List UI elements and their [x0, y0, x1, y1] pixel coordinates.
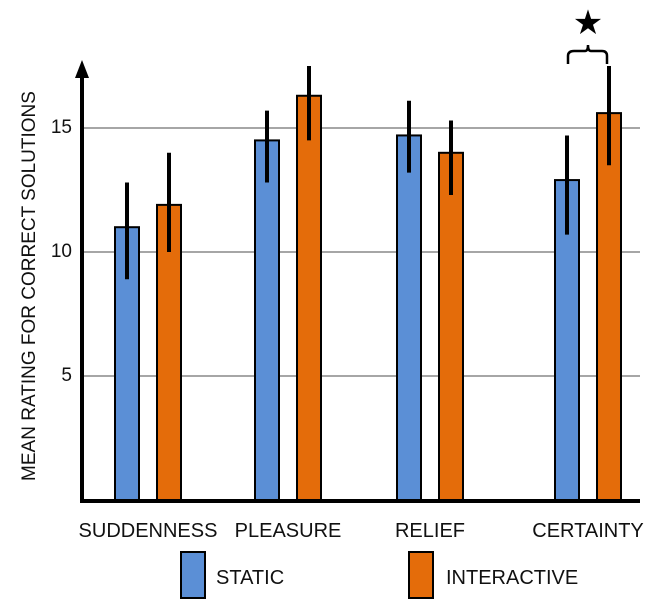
bars: [114, 94, 622, 502]
legend: STATIC INTERACTIVE: [180, 551, 578, 599]
legend-swatch-interactive: [408, 551, 434, 599]
bar-interactive-relief: [438, 151, 464, 502]
bracket: [566, 44, 609, 64]
y-tick-labels: 5 10 15: [51, 117, 72, 386]
bar-interactive-certainty: [596, 112, 622, 502]
category-labels: SUDDENNESS PLEASURE RELIEF CERTAINTY: [79, 520, 644, 542]
legend-swatch-static: [180, 551, 206, 599]
category-label: PLEASURE: [235, 520, 342, 542]
bar-interactive-pleasure: [296, 94, 322, 501]
bar-static-pleasure: [254, 139, 280, 501]
category-label: CERTAINTY: [532, 520, 644, 542]
y-tick-label: 5: [61, 365, 72, 386]
legend-label-static: STATIC: [216, 567, 284, 589]
y-tick-label: 15: [51, 117, 72, 138]
y-tick-label: 10: [51, 241, 72, 262]
category-label: RELIEF: [395, 520, 465, 542]
y-axis-title: MEAN RATING FOR CORRECT SOLUTIONS: [19, 91, 40, 481]
bar-static-relief: [396, 134, 422, 501]
star-icon: ★: [573, 3, 603, 43]
legend-label-interactive: INTERACTIVE: [446, 567, 578, 589]
significance-bracket: ★: [566, 3, 609, 64]
axes: [75, 60, 640, 503]
category-label: SUDDENNESS: [79, 520, 218, 542]
error-bars: [125, 66, 611, 280]
y-axis-arrow-icon: [75, 60, 89, 78]
